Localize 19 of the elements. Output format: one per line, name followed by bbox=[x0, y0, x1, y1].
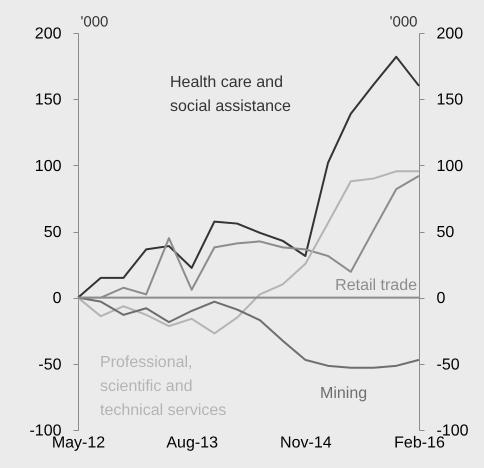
y2-tick-label: 200 bbox=[436, 26, 464, 42]
y-tick-label: 200 bbox=[34, 26, 62, 42]
y2-tick-label: 150 bbox=[436, 92, 464, 109]
y-axis-title: '000 bbox=[80, 14, 108, 30]
y-tick-label: 50 bbox=[44, 224, 62, 241]
y2-tick-label: 0 bbox=[436, 290, 446, 308]
y-tick-label: 0 bbox=[52, 290, 62, 308]
y2-axis-title: '000 bbox=[390, 14, 418, 30]
y-tick-label: -50 bbox=[38, 356, 62, 374]
y-tick-label: 100 bbox=[34, 158, 62, 175]
text: Health care and social assistance bbox=[170, 74, 292, 115]
y2-tick-label: 100 bbox=[436, 158, 464, 175]
series-label: Retail trade bbox=[335, 277, 418, 294]
y-tick-label: 150 bbox=[34, 92, 62, 109]
y2-tick-label: -50 bbox=[436, 356, 460, 374]
x-tick-label: Nov-14 bbox=[280, 434, 332, 452]
series-label: Mining bbox=[320, 385, 368, 402]
x-tick-label: Aug-13 bbox=[166, 434, 218, 452]
y2-tick-label: 50 bbox=[436, 224, 454, 241]
